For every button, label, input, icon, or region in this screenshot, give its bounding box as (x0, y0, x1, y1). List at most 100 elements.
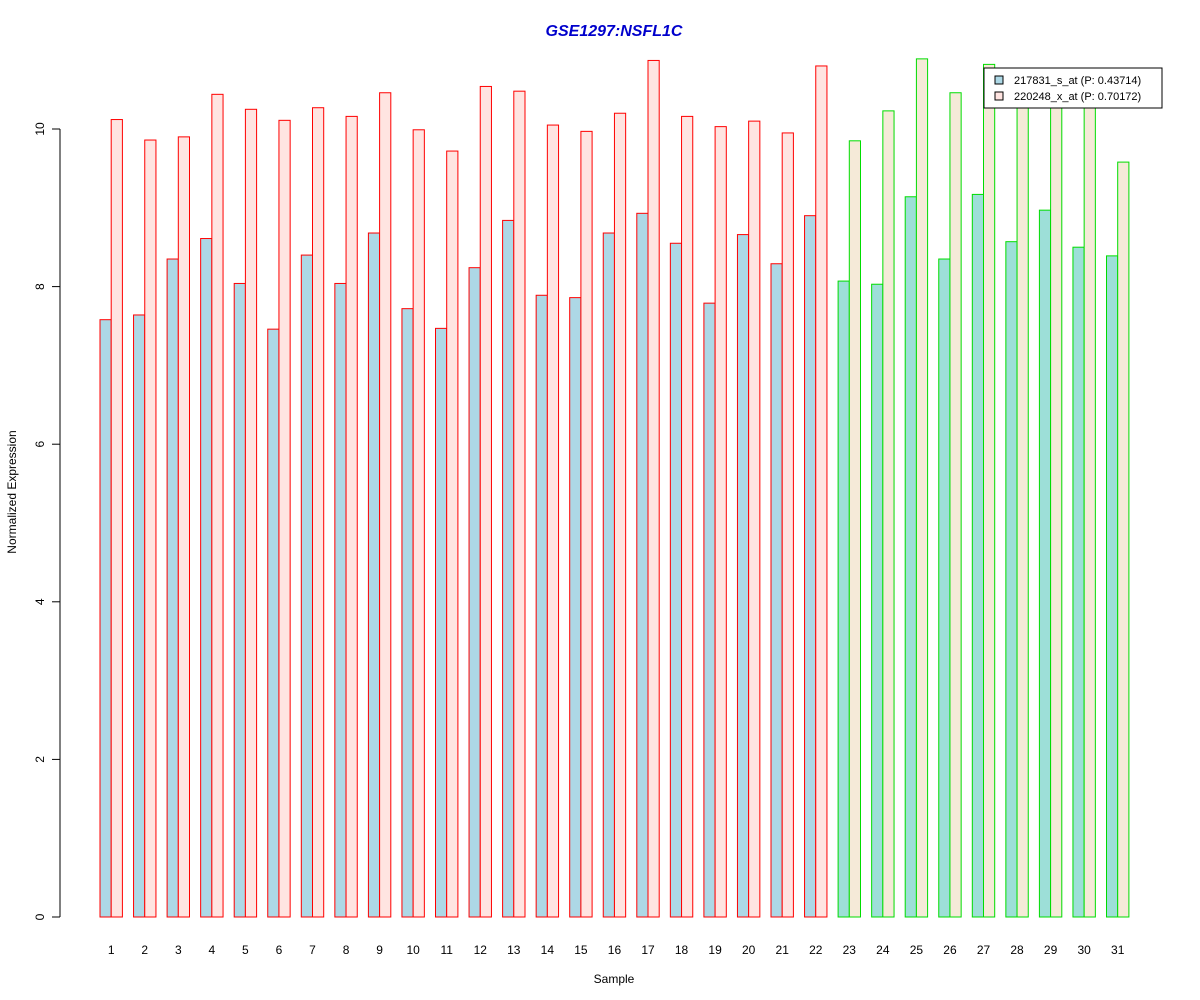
x-tick-label: 17 (641, 943, 655, 957)
bar-series-1-sample-20 (736, 234, 750, 918)
bar-series-1-sample-8 (334, 282, 347, 918)
x-tick-label: 24 (876, 943, 890, 957)
bar-series-1-sample-28 (1005, 241, 1018, 918)
legend-box (983, 67, 1163, 109)
bar-series-2-sample-26 (949, 92, 962, 918)
x-tick-label: 26 (943, 943, 957, 957)
legend-swatch-series-1 (994, 75, 1004, 85)
x-tick-label: 6 (276, 943, 283, 957)
bar-series-1-sample-18 (669, 242, 683, 918)
bar-series-1-sample-21 (770, 263, 783, 918)
bar-series-2-sample-12 (479, 85, 492, 918)
y-axis: 0 2 4 6 8 10 (33, 122, 61, 920)
bar-series-2-sample-14 (546, 124, 560, 918)
x-tick-label: 10 (406, 943, 420, 957)
bar-series-1-sample-19 (703, 302, 716, 918)
bar-series-2-sample-22 (815, 65, 828, 918)
bar-series-1-sample-27 (971, 193, 984, 918)
x-tick-label: 21 (776, 943, 790, 957)
bar-series-1-sample-15 (569, 297, 582, 918)
x-tick-label: 27 (977, 943, 991, 957)
bar-series-2-sample-27 (983, 63, 996, 918)
bar-series-2-sample-18 (681, 115, 694, 918)
bar-series-2-sample-29 (1050, 83, 1063, 918)
bar-series-2-sample-5 (244, 108, 258, 918)
bar-series-1-sample-17 (636, 212, 649, 918)
x-tick-label: 22 (809, 943, 823, 957)
bar-series-2-sample-19 (714, 126, 727, 918)
bar-series-1-sample-25 (904, 196, 917, 918)
legend-swatch-series-2 (994, 91, 1004, 101)
bar-series-2-sample-10 (412, 129, 425, 918)
legend: 217831_s_at (P: 0.43714) 220248_x_at (P:… (983, 67, 1163, 109)
bar-series-1-sample-6 (267, 328, 280, 918)
bar-series-2-sample-9 (379, 92, 392, 918)
bar-series-1-sample-26 (938, 258, 951, 918)
bar-series-1-sample-23 (837, 280, 850, 918)
x-tick-label: 18 (675, 943, 689, 957)
y-tick-label: 4 (33, 598, 47, 605)
bar-series-2-sample-13 (513, 90, 526, 918)
y-tick-label: 10 (33, 122, 47, 136)
bar-series-2-sample-7 (312, 107, 325, 918)
bar-series-1-sample-29 (1038, 209, 1052, 918)
bar-series-2-sample-20 (748, 120, 761, 918)
x-tick-label: 2 (141, 943, 148, 957)
x-tick-label: 23 (843, 943, 857, 957)
bar-series-2-sample-31 (1117, 161, 1130, 918)
legend-label-series-2: 220248_x_at (P: 0.70172) (1014, 91, 1141, 103)
x-tick-label: 3 (175, 943, 182, 957)
bar-series-2-sample-25 (915, 58, 929, 918)
bar-series-1-sample-10 (401, 308, 414, 918)
bar-series-1-sample-12 (468, 267, 481, 918)
x-tick-label: 9 (376, 943, 383, 957)
bar-series-2-sample-15 (580, 130, 593, 918)
x-tick-label: 15 (574, 943, 588, 957)
x-tick-label: 28 (1010, 943, 1024, 957)
x-tick-label: 19 (708, 943, 722, 957)
x-tick-label: 25 (910, 943, 924, 957)
bar-series-2-sample-1 (110, 119, 123, 918)
y-tick-label: 2 (33, 756, 47, 763)
bar-series-1-sample-2 (133, 314, 146, 918)
bar-series-1-sample-5 (233, 282, 246, 918)
bar-series-1-sample-9 (367, 232, 381, 918)
x-axis-title: Sample (594, 972, 635, 986)
bar-series-2-sample-8 (345, 115, 358, 918)
x-axis-labels: 1 2 3 4 5 6 7 8 9 10 11 12 13 14 15 16 17 18 19 20 21 22 23 24 2… (108, 943, 1125, 957)
x-tick-label: 4 (209, 943, 216, 957)
bar-series-2-sample-16 (613, 112, 627, 918)
bar-group (99, 58, 1130, 918)
x-tick-label: 14 (541, 943, 555, 957)
y-axis-title: Normalized Expression (5, 430, 19, 553)
x-tick-label: 8 (343, 943, 350, 957)
y-tick-label: 8 (33, 283, 47, 290)
bar-series-2-sample-4 (211, 93, 224, 918)
bar-series-1-sample-16 (602, 232, 615, 918)
bar-series-1-sample-14 (535, 294, 548, 918)
y-tick-label: 6 (33, 441, 47, 448)
bar-series-1-sample-31 (1106, 255, 1119, 918)
bar-series-1-sample-1 (99, 319, 112, 918)
bar-series-2-sample-17 (647, 59, 660, 918)
x-tick-label: 1 (108, 943, 115, 957)
bar-series-1-sample-13 (502, 219, 515, 918)
bar-series-2-sample-2 (144, 139, 157, 918)
x-tick-label: 29 (1044, 943, 1058, 957)
bar-series-1-sample-3 (166, 258, 179, 918)
x-tick-label: 12 (474, 943, 488, 957)
bar-series-2-sample-28 (1016, 85, 1029, 918)
bar-series-2-sample-24 (882, 110, 895, 918)
bar-series-1-sample-22 (804, 215, 817, 918)
bar-series-2-sample-6 (278, 119, 291, 918)
bar-series-2-sample-3 (177, 136, 191, 918)
bar-series-1-sample-30 (1072, 246, 1085, 918)
bar-series-1-sample-7 (300, 254, 313, 918)
bar-series-1-sample-11 (435, 327, 448, 918)
x-tick-label: 31 (1111, 943, 1125, 957)
bar-series-1-sample-4 (200, 238, 213, 918)
x-tick-label: 5 (242, 943, 249, 957)
x-tick-label: 13 (507, 943, 521, 957)
x-tick-label: 30 (1077, 943, 1091, 957)
